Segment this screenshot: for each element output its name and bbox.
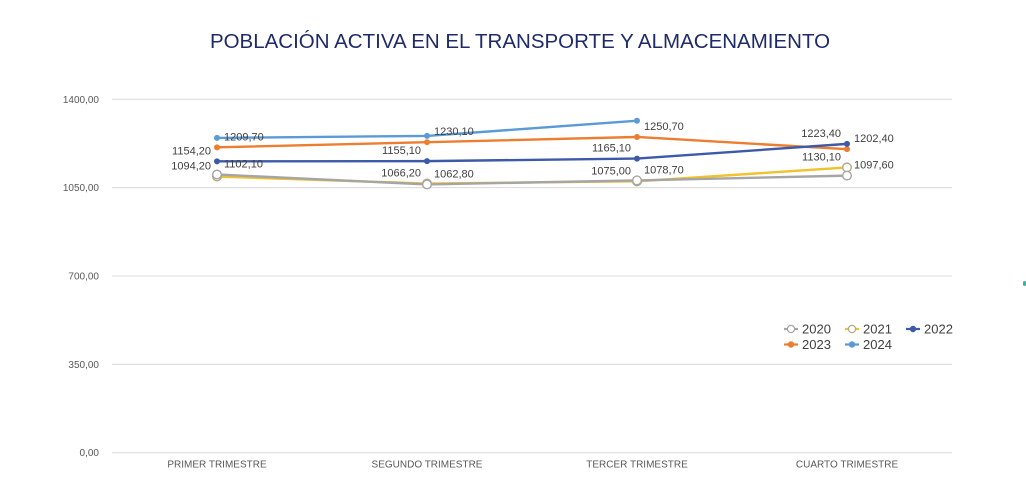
series-group [211, 117, 853, 190]
x-axis: PRIMER TRIMESTRE SEGUNDO TRIMESTRE TERCER … [167, 460, 898, 471]
data-label: 1165,10 [592, 143, 631, 155]
data-point [634, 117, 640, 124]
y-tick-label: 1050,00 [63, 183, 100, 194]
data-label: 1223,40 [801, 128, 841, 140]
data-label: 1154,20 [172, 145, 211, 157]
series-line-2020 [215, 173, 849, 186]
data-point [842, 162, 853, 173]
data-label: 1155,10 [382, 145, 421, 157]
legend-item-2022: 2022 [906, 322, 953, 337]
series-line-2022 [215, 142, 849, 163]
series-2020 [211, 169, 853, 190]
legend-item-2021: 2021 [845, 322, 892, 337]
legend: 2020 2021 2022 2023 2024 [784, 322, 953, 352]
x-tick-label: SEGUNDO TRIMESTRE [372, 460, 483, 471]
data-point [424, 132, 430, 139]
data-labels: 1094,20 1066,20 1075,00 1130,10 1102,10 1062,… [171, 121, 894, 180]
y-axis: 0,00 350,00 700,00 1050,00 1400,00 [63, 95, 100, 459]
legend-label: 2022 [924, 322, 953, 337]
data-label: 1062,80 [434, 168, 474, 180]
legend-marker-icon [909, 325, 917, 333]
gridlines [112, 98, 952, 454]
y-tick-label: 0,00 [80, 448, 100, 459]
data-label: 1078,70 [644, 164, 684, 176]
legend-label: 2020 [802, 322, 831, 337]
data-point [211, 169, 222, 180]
legend-label: 2024 [863, 337, 892, 352]
data-label: 1066,20 [381, 168, 421, 180]
y-tick-label: 1400,00 [63, 95, 100, 106]
x-tick-label: PRIMER TRIMESTRE [167, 460, 267, 471]
chart-title: POBLACIÓN ACTIVA EN EL TRANSPORTE Y ALMA… [209, 30, 831, 53]
legend-marker-icon [848, 341, 856, 348]
series-2022 [214, 140, 850, 165]
data-label: 1230,10 [434, 126, 474, 138]
series-line-2021 [215, 166, 849, 185]
data-point [424, 158, 430, 165]
data-point [842, 170, 853, 181]
edge-marker-dot [1023, 281, 1026, 286]
data-point [214, 144, 220, 151]
data-label: 1102,10 [224, 158, 263, 170]
data-point [634, 133, 640, 140]
x-tick-label: TERCER TRIMESTRE [586, 460, 688, 471]
data-point [632, 175, 643, 186]
data-label: 1209,70 [224, 131, 264, 143]
legend-item-2020: 2020 [784, 322, 831, 337]
data-point [844, 146, 850, 153]
y-tick-label: 350,00 [68, 360, 99, 371]
data-point [214, 134, 220, 141]
y-tick-label: 700,00 [68, 272, 99, 283]
legend-label: 2021 [863, 322, 892, 337]
series-2023 [214, 133, 850, 153]
data-point [844, 140, 850, 147]
data-point [214, 158, 220, 165]
legend-item-2024: 2024 [845, 337, 892, 352]
data-label: 1094,20 [171, 160, 211, 172]
data-point [424, 139, 430, 146]
legend-marker-icon [847, 324, 857, 334]
data-label: 1075,00 [591, 165, 631, 177]
x-tick-label: CUARTO TRIMESTRE [796, 460, 899, 471]
data-label: 1130,10 [802, 151, 841, 163]
data-point [422, 179, 433, 190]
data-label: 1202,40 [854, 133, 894, 145]
legend-marker-icon [787, 341, 795, 348]
series-line-2023 [215, 135, 849, 151]
data-point [634, 155, 640, 162]
legend-item-2023: 2023 [784, 337, 831, 352]
legend-marker-icon [786, 324, 796, 334]
series-2021 [211, 162, 853, 189]
legend-label: 2023 [802, 337, 831, 352]
data-label: 1250,70 [644, 121, 684, 133]
data-label: 1097,60 [854, 160, 894, 172]
series-2024 [214, 117, 640, 141]
